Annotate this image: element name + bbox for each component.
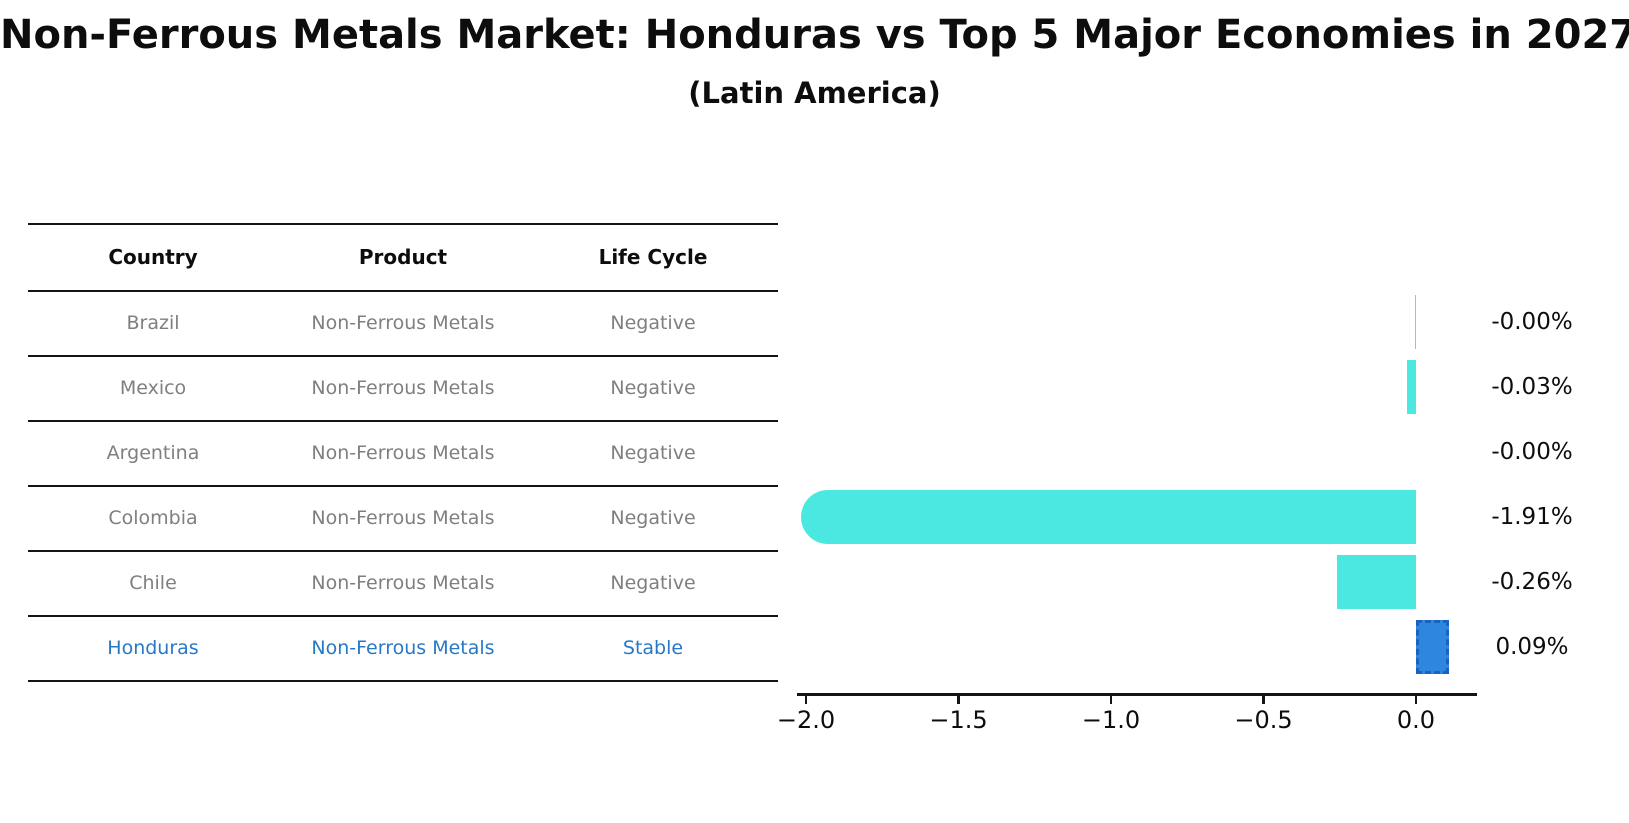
bar-chile [1336,555,1416,609]
country-cell: Honduras [107,637,199,659]
x-axis-tick-label: −1.0 [1081,706,1141,734]
product-cell: Non-Ferrous Metals [311,572,495,594]
col-header-product: Product [358,245,448,269]
x-axis-tick [804,695,808,704]
table-row: Brazil Non-Ferrous Metals Negative [28,290,778,355]
table-row: Mexico Non-Ferrous Metals Negative [28,355,778,420]
value-label-chile: -0.26% [1491,569,1573,595]
country-cell: Mexico [119,377,187,399]
comparison-table: Country Product Life Cycle Brazil Non-Fer… [28,223,778,682]
lifecycle-cell: Negative [610,507,696,529]
bar-mexico [1406,360,1416,414]
country-cell: Colombia [108,507,198,529]
value-label-brazil: -0.00% [1491,309,1573,335]
col-header-lifecycle: Life Cycle [598,245,708,269]
chart-subtitle: (Latin America) [688,76,941,110]
x-axis-tick [1109,695,1113,704]
product-cell: Non-Ferrous Metals [311,442,495,464]
bar-brazil [1414,295,1416,349]
table-body: Brazil Non-Ferrous Metals Negative Mexico No… [28,290,778,680]
lifecycle-cell: Negative [610,312,696,334]
country-cell: Argentina [106,442,200,464]
lifecycle-cell: Negative [610,572,696,594]
table-row: Honduras Non-Ferrous Metals Stable [28,615,778,680]
lifecycle-cell: Stable [622,637,684,659]
table-row: Argentina Non-Ferrous Metals Negative [28,420,778,485]
bar-chart: -0.00% -0.03% -0.00% -1.91% -0.26% 0.09% −2.0 −… [760,280,1629,760]
value-label-colombia: -1.91% [1491,504,1573,530]
product-cell: Non-Ferrous Metals [311,507,495,529]
value-label-mexico: -0.03% [1491,374,1573,400]
product-cell: Non-Ferrous Metals [311,637,495,659]
country-cell: Chile [129,572,177,594]
x-axis-tick [957,695,960,704]
bar-honduras [1416,620,1450,674]
bar-colombia [801,490,1416,544]
value-label-honduras: 0.09% [1495,634,1569,660]
chart-title: Non-Ferrous Metals Market: Honduras vs T… [0,12,1629,58]
x-axis-tick [1262,695,1265,704]
lifecycle-cell: Negative [610,377,696,399]
x-axis-tick-label: −0.5 [1234,706,1293,734]
table-row: Chile Non-Ferrous Metals Negative [28,550,778,615]
x-axis-tick [1414,695,1418,704]
product-cell: Non-Ferrous Metals [311,312,495,334]
table-row: Colombia Non-Ferrous Metals Negative [28,485,778,550]
country-cell: Brazil [126,312,180,334]
lifecycle-cell: Negative [610,442,696,464]
value-label-argentina: -0.00% [1491,439,1573,465]
x-axis-tick-label: −1.5 [929,706,988,734]
x-axis-tick-label: 0.0 [1396,706,1436,734]
x-axis-tick-label: −2.0 [776,706,836,734]
product-cell: Non-Ferrous Metals [311,377,495,399]
x-axis-line [796,693,1477,696]
table-header-row: Country Product Life Cycle [28,223,778,290]
col-header-country: Country [108,245,198,269]
